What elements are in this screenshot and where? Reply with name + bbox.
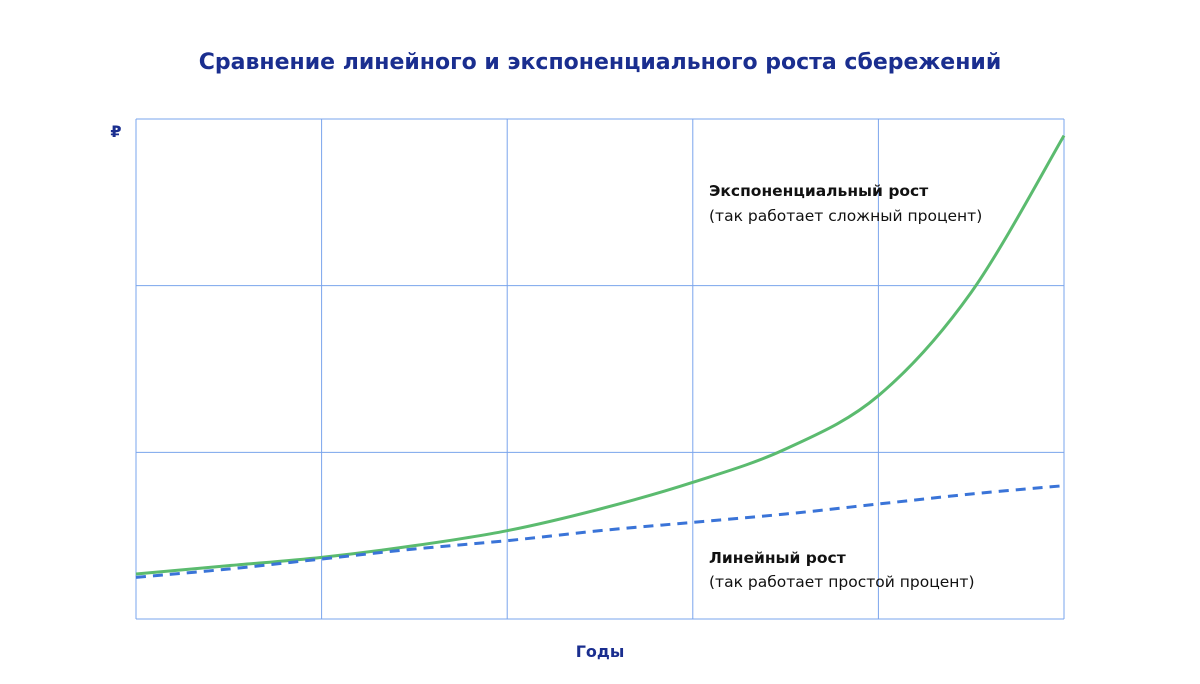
chart-grid <box>135 118 1065 620</box>
series-layer <box>135 134 1066 579</box>
linear-annotation-note: (так работает простой процент) <box>709 573 975 591</box>
chart-title: Сравнение линейного и экспоненциального … <box>198 50 1002 75</box>
linear-series-line <box>135 484 1065 579</box>
exponential-annotation-title: Экспоненциальный рост <box>709 182 928 200</box>
exponential-series-line <box>135 134 1066 576</box>
linear-annotation-title: Линейный рост <box>709 549 846 567</box>
x-axis-label: Годы <box>576 642 625 661</box>
exponential-annotation-note: (так работает сложный процент) <box>709 207 982 225</box>
y-axis-label: ₽ <box>110 122 121 141</box>
